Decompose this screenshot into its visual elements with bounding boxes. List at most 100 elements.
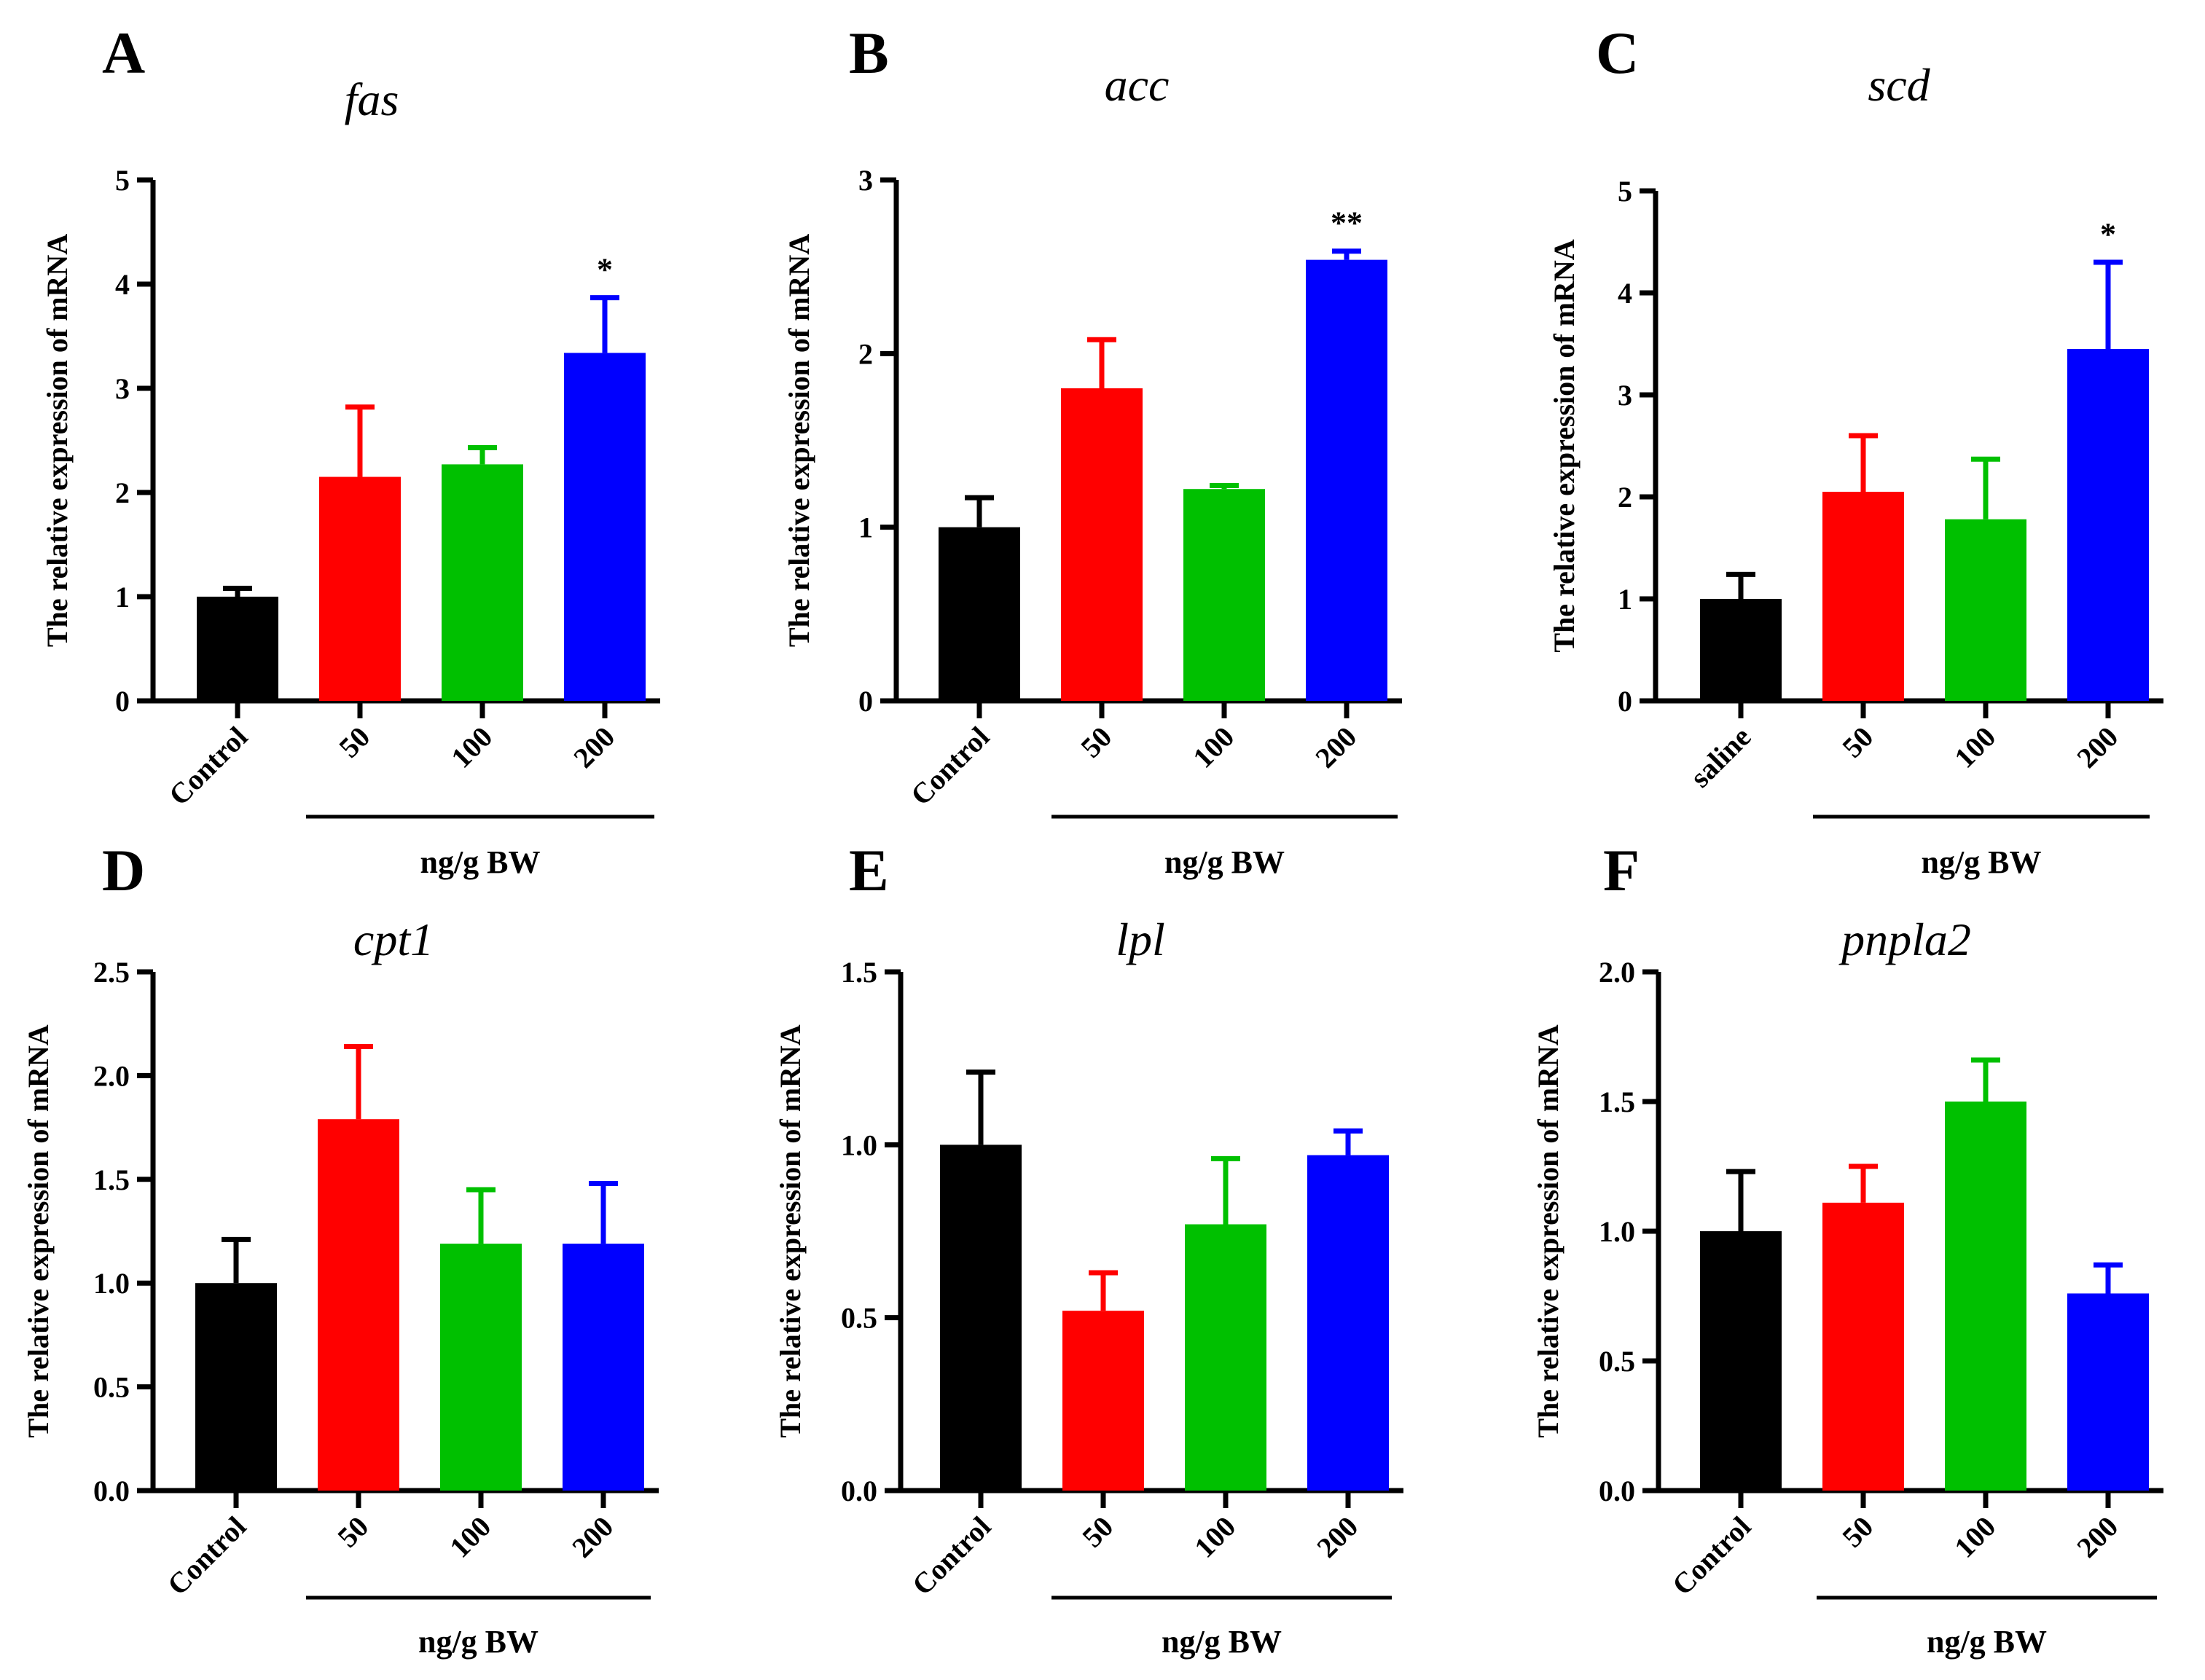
x-tick-label: 200 [2070,721,2124,774]
bar-50 [1822,492,1904,701]
y-axis-label: The relative expression of mRNA [783,234,815,647]
chart-title: lpl [1116,914,1165,965]
x-tick-label: Control [906,1510,998,1602]
x-tick-label: 100 [1948,721,2002,774]
y-tick-label: 5 [1618,175,1632,208]
bar-100 [1183,489,1265,701]
x-tick-label: 50 [1836,1510,1879,1554]
x-tick-label: 200 [567,721,621,774]
x-tick-label: 50 [331,1510,375,1554]
x-tick-label: Control [162,721,254,812]
x-tick-label: 100 [443,1510,497,1564]
bar-100 [440,1244,522,1491]
y-tick-label: 2.0 [93,1059,130,1092]
panel-letter: B [849,20,889,86]
bar-control [940,1145,1022,1491]
y-tick-label: 0.0 [1599,1475,1635,1507]
y-tick-label: 4 [115,268,130,301]
chart-title: acc [1105,59,1170,111]
y-tick-label: 0.5 [841,1302,877,1335]
y-tick-label: 1 [858,511,873,544]
y-tick-label: 1.5 [93,1163,130,1196]
y-tick-label: 0.5 [1599,1345,1635,1378]
x-tick-label: 200 [565,1510,619,1564]
y-tick-label: 4 [1618,277,1632,310]
x-tick-label: 100 [1186,721,1240,774]
y-tick-label: 3 [115,372,130,405]
x-axis-label: ng/g BW [1162,1624,1282,1660]
chart-title: scd [1868,59,1930,111]
bar-50 [319,476,401,701]
bar-100 [442,464,523,701]
y-axis-label: The relative expression of mRNA [1532,1024,1564,1437]
y-tick-label: 5 [115,164,130,197]
y-tick-label: 0.0 [841,1475,877,1507]
panel-letter: E [849,837,889,903]
y-tick-label: 1.5 [1599,1086,1635,1118]
y-tick-label: 3 [858,164,873,197]
x-axis-label: ng/g BW [1927,1624,2047,1660]
x-tick-label: 50 [332,721,376,764]
x-tick-label: Control [904,721,996,812]
x-axis-label: ng/g BW [420,844,540,880]
y-tick-label: 1 [115,581,130,613]
y-tick-label: 0 [1618,685,1632,718]
y-tick-label: 1.5 [841,956,877,989]
y-tick-label: 0 [858,685,873,718]
significance-marker: * [597,252,613,288]
bar-100 [1945,1102,2026,1491]
x-tick-label: Control [1666,1510,1758,1602]
y-axis-label: The relative expression of mRNA [41,234,74,647]
chart-title: pnpla2 [1838,914,1971,965]
x-axis-label: ng/g BW [1164,844,1285,880]
y-tick-label: 1 [1618,583,1632,616]
bar-saline [1700,599,1782,701]
y-axis-label: The relative expression of mRNA [774,1024,807,1437]
y-tick-label: 2 [858,337,873,370]
x-tick-label: 200 [1309,721,1363,774]
chart-title: cpt1 [353,914,434,965]
bar-200 [563,1244,644,1491]
y-tick-label: 2.0 [1599,956,1635,989]
bar-100 [1945,519,2026,701]
bar-200 [564,353,646,701]
significance-marker: * [2100,216,2116,252]
panel-letter: D [102,837,145,903]
x-tick-label: 100 [1188,1510,1242,1564]
bar-200 [2067,349,2149,701]
y-tick-label: 0.5 [93,1371,130,1404]
bar-50 [1062,1311,1144,1491]
y-tick-label: 2 [1618,481,1632,514]
bar-control [197,597,278,701]
y-tick-label: 2 [115,476,130,509]
panel-letter: F [1603,837,1640,903]
y-axis-label: The relative expression of mRNA [22,1024,55,1437]
x-tick-label: 50 [1074,721,1118,764]
x-tick-label: 100 [444,721,498,774]
x-tick-label: 100 [1948,1510,2002,1564]
bar-control [1700,1231,1782,1491]
bar-200 [1306,259,1387,702]
panel-letter: C [1596,20,1639,86]
bar-200 [2067,1293,2149,1491]
y-tick-label: 1.0 [1599,1215,1635,1248]
bar-50 [1822,1202,1904,1491]
y-tick-label: 0.0 [93,1475,130,1507]
bar-50 [1061,388,1143,701]
y-tick-label: 1.0 [841,1128,877,1161]
y-tick-label: 2.5 [93,956,130,989]
x-tick-label: 50 [1836,721,1879,764]
y-tick-label: 3 [1618,379,1632,412]
bar-200 [1307,1155,1389,1491]
x-tick-label: 200 [2070,1510,2124,1564]
y-tick-label: 1.0 [93,1267,130,1300]
panel-letter: A [102,20,145,86]
y-axis-label: The relative expression of mRNA [1548,239,1581,652]
significance-marker: ** [1331,205,1363,241]
